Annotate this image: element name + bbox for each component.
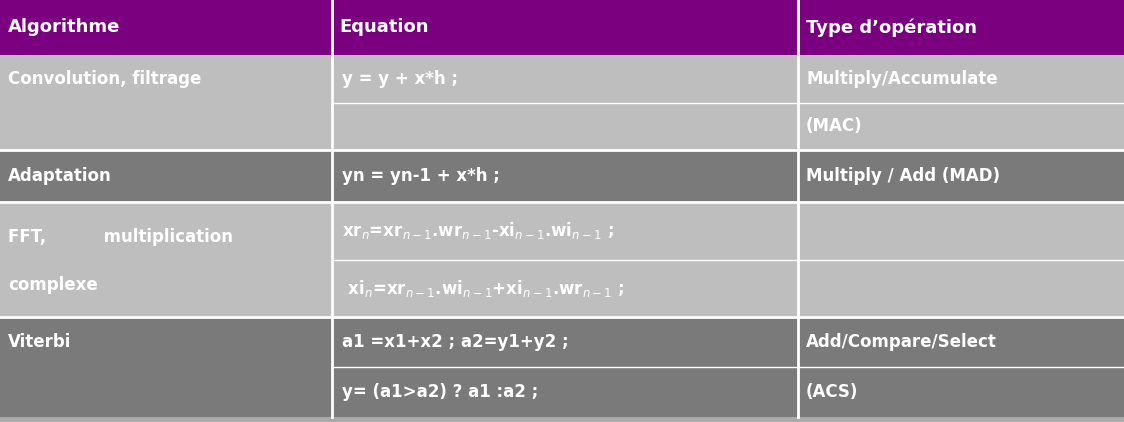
Text: Convolution, filtrage: Convolution, filtrage <box>8 70 201 88</box>
Text: (ACS): (ACS) <box>806 383 859 401</box>
Text: Equation: Equation <box>339 19 429 36</box>
Bar <box>798 150 1124 202</box>
Text: Multiply/Accumulate: Multiply/Accumulate <box>806 70 998 88</box>
Text: Adaptation: Adaptation <box>8 167 111 185</box>
Bar <box>798 202 1124 317</box>
Text: Type d’opération: Type d’opération <box>806 18 977 37</box>
Bar <box>332 150 798 202</box>
Text: yn = yn-1 + x*h ;: yn = yn-1 + x*h ; <box>342 167 499 185</box>
Bar <box>332 317 798 417</box>
Bar <box>0 317 332 417</box>
Bar <box>332 202 798 317</box>
Bar <box>0 55 332 150</box>
Bar <box>798 55 1124 150</box>
Bar <box>798 317 1124 417</box>
Text: xi$_n$=xr$_{n-1}$.wi$_{n-1}$+xi$_{n-1}$.wr$_{n-1}$ ;: xi$_n$=xr$_{n-1}$.wi$_{n-1}$+xi$_{n-1}$.… <box>342 278 624 299</box>
Text: Multiply / Add (MAD): Multiply / Add (MAD) <box>806 167 1000 185</box>
Text: a1 =x1+x2 ; a2=y1+y2 ;: a1 =x1+x2 ; a2=y1+y2 ; <box>342 333 569 351</box>
Bar <box>798 0 1124 55</box>
Text: xr$_n$=xr$_{n-1}$.wr$_{n-1}$-xi$_{n-1}$.wi$_{n-1}$ ;: xr$_n$=xr$_{n-1}$.wr$_{n-1}$-xi$_{n-1}$.… <box>342 220 614 241</box>
Text: (MAC): (MAC) <box>806 117 862 135</box>
Text: complexe: complexe <box>8 276 98 294</box>
Text: Algorithme: Algorithme <box>8 19 120 36</box>
Text: Add/Compare/Select: Add/Compare/Select <box>806 333 997 351</box>
Text: FFT,          multiplication: FFT, multiplication <box>8 227 233 246</box>
Bar <box>0 0 332 55</box>
Text: Viterbi: Viterbi <box>8 333 72 351</box>
Bar <box>0 202 332 317</box>
Bar <box>332 55 798 150</box>
Bar <box>332 0 798 55</box>
Text: y = y + x*h ;: y = y + x*h ; <box>342 70 457 88</box>
Text: y= (a1>a2) ? a1 :a2 ;: y= (a1>a2) ? a1 :a2 ; <box>342 383 537 401</box>
Bar <box>0 150 332 202</box>
